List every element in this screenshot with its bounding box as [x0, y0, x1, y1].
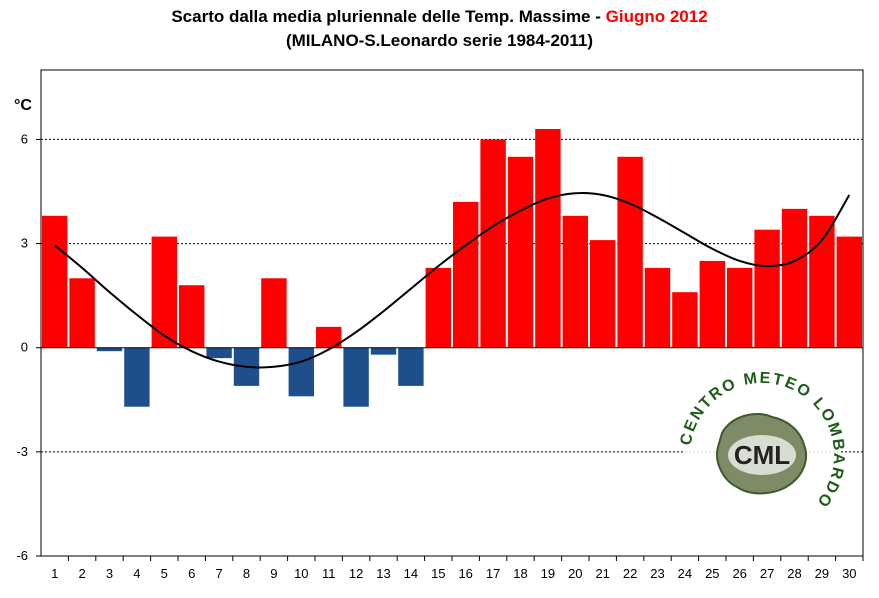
x-tick-label: 19: [541, 566, 555, 581]
bar: [425, 267, 451, 348]
x-tick-label: 18: [513, 566, 527, 581]
y-tick-label: -6: [16, 548, 28, 563]
x-tick-label: 3: [106, 566, 113, 581]
bar: [781, 208, 808, 348]
x-tick-label: 26: [732, 566, 746, 581]
logo-badge: [728, 435, 796, 475]
x-tick-label: 5: [161, 566, 168, 581]
x-tick-label: 27: [760, 566, 774, 581]
bar: [370, 347, 397, 355]
x-tick-label: 30: [842, 566, 856, 581]
logo-abbr: CML: [734, 440, 790, 470]
bar: [42, 215, 68, 348]
y-tick-label: 3: [21, 236, 28, 251]
bar: [288, 347, 314, 397]
bar: [699, 260, 725, 348]
x-tick-label: 12: [349, 566, 363, 581]
x-tick-label: 29: [815, 566, 829, 581]
x-tick-label: 23: [650, 566, 664, 581]
chart-title-main: Scarto dalla media pluriennale delle Tem…: [171, 7, 606, 26]
bar: [617, 156, 643, 348]
bar: [316, 326, 342, 348]
bar: [836, 236, 862, 348]
x-tick-label: 9: [270, 566, 277, 581]
chart-subtitle: (MILANO-S.Leonardo serie 1984-2011): [285, 31, 594, 50]
bar: [206, 347, 232, 359]
x-tick-label: 17: [486, 566, 500, 581]
bar: [151, 236, 177, 348]
bar: [672, 292, 698, 348]
bars-layer: [42, 129, 862, 407]
bar: [343, 347, 369, 407]
x-tick-label: 14: [404, 566, 418, 581]
bar: [590, 240, 616, 348]
x-tick-label: 25: [705, 566, 719, 581]
bar: [96, 347, 123, 352]
trend-line: [54, 192, 851, 369]
axis-layer: 630-3-61 2 3 4 5 6 7 8 9 10 11 12 13 14 15 16 17 18 19 20 21…: [16, 131, 864, 581]
bar: [179, 285, 205, 348]
y-axis-unit: °C: [14, 97, 32, 114]
x-tick-label: 16: [458, 566, 472, 581]
x-tick-label: 13: [376, 566, 390, 581]
y-tick-label: 0: [21, 340, 28, 355]
bar: [644, 267, 671, 348]
bar: [535, 129, 561, 348]
bar: [727, 267, 753, 348]
x-tick-label: 24: [678, 566, 692, 581]
x-tick-label: 6: [188, 566, 195, 581]
bar: [398, 347, 424, 386]
x-tick-label: 22: [623, 566, 637, 581]
x-tick-label: 21: [595, 566, 609, 581]
x-tick-label: 4: [133, 566, 140, 581]
bar: [261, 278, 287, 348]
cml-logo: CENTRO METEO LOMBARDO CML: [678, 370, 845, 533]
x-tick-label: 2: [78, 566, 85, 581]
x-tick-label: 7: [215, 566, 222, 581]
x-tick-label: 20: [568, 566, 582, 581]
x-tick-label: 11: [322, 566, 336, 581]
bar: [480, 139, 506, 348]
x-tick-label: 1: [51, 566, 58, 581]
x-tick-label: 8: [243, 566, 250, 581]
y-tick-label: -3: [16, 444, 28, 459]
bar: [124, 347, 150, 407]
chart-title: Scarto dalla media pluriennale delle Tem…: [0, 7, 879, 27]
bar: [453, 201, 479, 348]
bar: [754, 229, 780, 348]
y-tick-label: 6: [21, 131, 28, 146]
bar: [507, 156, 534, 348]
chart-title-highlight: Giugno 2012: [605, 7, 708, 26]
x-tick-label: 15: [431, 566, 445, 581]
bar: [562, 215, 588, 348]
bar: [809, 215, 835, 348]
bar: [69, 278, 95, 348]
x-tick-label: 10: [294, 566, 308, 581]
x-tick-label: 28: [787, 566, 801, 581]
